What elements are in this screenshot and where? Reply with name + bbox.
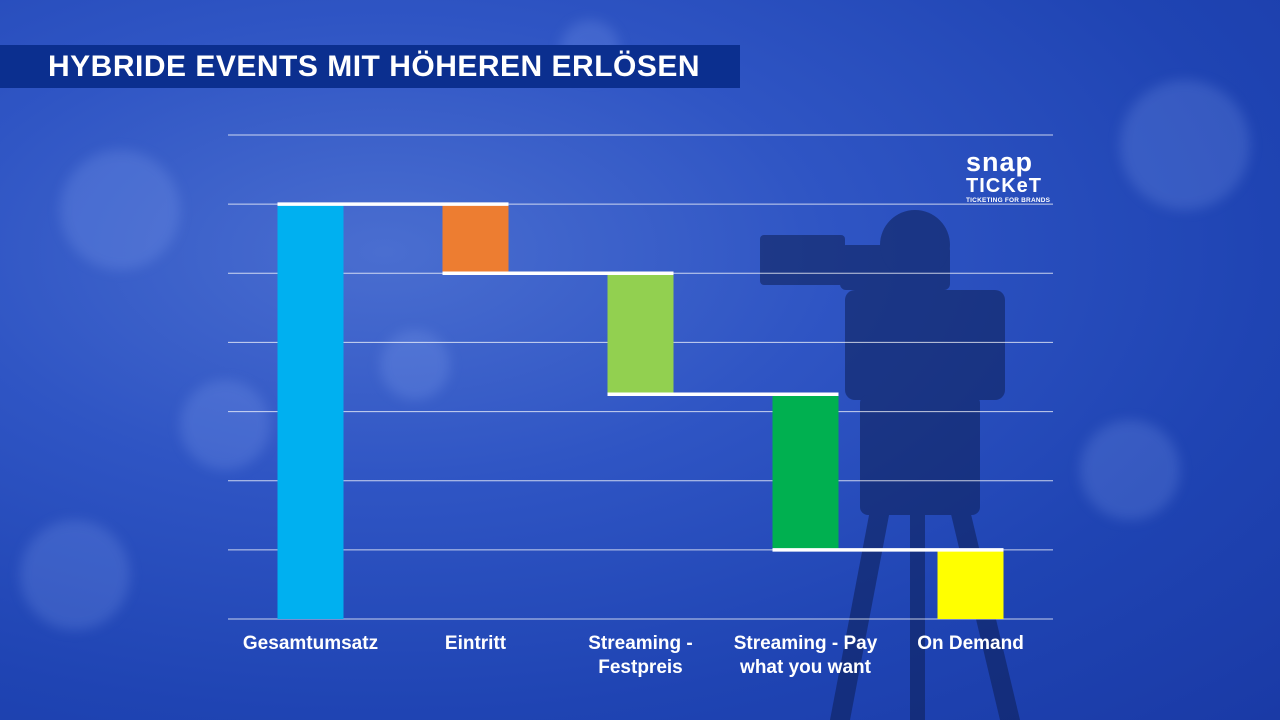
bar-gesamtumsatz <box>277 204 344 619</box>
bokeh-light <box>380 330 450 400</box>
connectors <box>277 202 1004 552</box>
category-label: Streaming - Festpreis <box>588 633 693 678</box>
bokeh-light <box>180 380 270 470</box>
bar-eintritt <box>442 204 509 274</box>
logo-tagline: TICKETING FOR BRANDS <box>966 197 1051 204</box>
category-label: Eintritt <box>444 633 507 654</box>
bokeh-light <box>1080 420 1180 520</box>
logo-line-2: TICKeT <box>966 175 1042 197</box>
bar-streaming-festpreis <box>607 273 674 395</box>
gridlines <box>228 134 1053 620</box>
bokeh-light <box>60 150 180 270</box>
category-label: On Demand <box>917 633 1024 654</box>
category-label: Gesamtumsatz <box>242 633 379 654</box>
logo-line-1: snap <box>966 147 1034 177</box>
title-bar <box>0 45 740 88</box>
bokeh-light <box>1120 80 1250 210</box>
snap-ticket-logo: snap TICKeT TICKETING FOR BRANDS <box>966 147 1056 205</box>
bar-on-demand <box>937 549 1004 619</box>
slide-title: HYBRIDE EVENTS MIT HÖHEREN ERLÖSEN <box>48 50 701 83</box>
bar-streaming-pay-what-you-want <box>772 394 839 550</box>
category-label: Streaming - Pay what you want <box>733 633 878 678</box>
bokeh-light <box>20 520 130 630</box>
bars <box>277 204 1004 619</box>
